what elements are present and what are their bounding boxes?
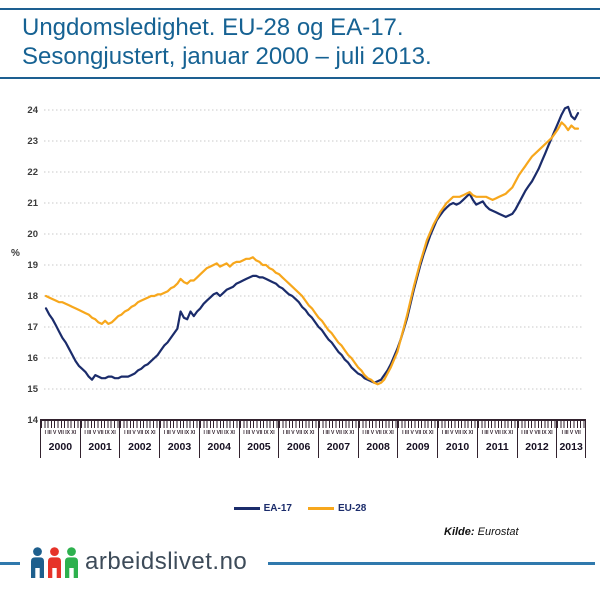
y-axis-label-19: 19: [27, 260, 38, 271]
legend-swatch: [308, 507, 334, 510]
x-axis-year-2009: I III V VII IX XI 2009: [397, 421, 438, 458]
y-axis-label-16: 16: [27, 353, 38, 364]
x-axis-year-2010: I III V VII IX XI 2010: [437, 421, 477, 458]
x-axis-year-2013: I III V VII 2013: [556, 421, 585, 458]
month-ticks: [199, 421, 239, 428]
y-axis-label-24: 24: [27, 105, 38, 116]
people-logo-icon: [30, 547, 79, 583]
month-labels: I III V VII IX XI: [163, 430, 196, 436]
y-axis-label-15: 15: [27, 384, 38, 395]
brand-name: arbeidslivet.no: [85, 548, 248, 575]
month-labels: I III V VII IX XI: [203, 430, 235, 436]
month-labels: I III V VII IX XI: [243, 430, 275, 436]
x-axis-year-2002: I III V VII IX XI 2002: [119, 421, 160, 458]
month-ticks: [279, 421, 319, 428]
month-ticks: [358, 421, 398, 428]
month-labels: I III V VII IX XI: [402, 430, 434, 436]
month-labels: I III V VII IX XI: [362, 430, 394, 436]
line-chart: 14 15 16 17 18 19 20 21 22 23 24%: [11, 105, 582, 426]
month-ticks: [477, 421, 517, 428]
year-label: 2012: [525, 441, 549, 453]
x-axis-year-2004: I III V VII IX XI 2004: [198, 421, 239, 458]
year-label: 2000: [48, 441, 73, 453]
x-axis-year-2012: I III V VII IX XI 2012: [516, 421, 557, 458]
y-axis-label-18: 18: [27, 291, 38, 302]
x-axis-year-2000: I III V VII IX XI 2000: [40, 421, 80, 458]
y-axis-label-21: 21: [27, 198, 38, 209]
month-labels: I III V VII: [561, 430, 581, 436]
y-axis-label-20: 20: [27, 229, 38, 240]
x-axis-year-2001: I III V VII IX XI 2001: [79, 421, 120, 458]
month-ticks: [319, 421, 358, 428]
y-axis-label-23: 23: [27, 136, 38, 147]
month-labels: I III V VII IX XI: [322, 430, 355, 436]
month-labels: I III V VII IX XI: [441, 430, 474, 436]
year-label: 2003: [167, 441, 192, 453]
y-axis-label-22: 22: [27, 167, 38, 178]
x-axis-year-2003: I III V VII IX XI 2003: [159, 421, 199, 458]
month-labels: I III V VII IX XI: [44, 430, 77, 436]
month-ticks: [160, 421, 199, 428]
y-axis-label-17: 17: [27, 322, 38, 333]
x-axis-year-2007: I III V VII IX XI 2007: [318, 421, 358, 458]
month-labels: I III V VII IX XI: [124, 430, 156, 436]
year-label: 2011: [485, 441, 509, 453]
month-ticks: [41, 421, 80, 428]
x-axis-year-2011: I III V VII IX XI 2011: [476, 421, 517, 458]
year-label: 2008: [366, 441, 390, 453]
footer-right-line: [268, 562, 595, 565]
legend-item-eu-28: EU-28: [308, 503, 366, 514]
y-axis-label-14: 14: [27, 415, 38, 426]
month-ticks: [557, 421, 585, 428]
y-axis-unit-label: %: [11, 248, 20, 259]
year-label: 2004: [207, 441, 231, 453]
month-ticks: [80, 421, 120, 428]
month-labels: I III V VII IX XI: [521, 430, 553, 436]
month-labels: I III V VII IX XI: [481, 430, 513, 436]
person-blue-icon: [30, 547, 45, 583]
month-ticks: [239, 421, 279, 428]
footer-left-line: [0, 562, 20, 565]
series-line-ea-17: [44, 105, 580, 384]
year-label: 2005: [247, 441, 271, 453]
year-label: 2013: [559, 441, 583, 453]
chart-title-line1: Ungdomsledighet. EU-28 og EA-17.: [22, 14, 404, 41]
source-value: Eurostat: [477, 526, 519, 538]
source-note: Kilde: Eurostat: [444, 526, 519, 538]
month-ticks: [438, 421, 477, 428]
chart-title: Ungdomsledighet. EU-28 og EA-17. Sesongj…: [22, 13, 432, 71]
month-labels: I III V VII IX XI: [282, 430, 315, 436]
year-label: 2001: [88, 441, 112, 453]
source-label: Kilde:: [444, 526, 475, 538]
year-label: 2002: [128, 441, 152, 453]
x-axis-year-2005: I III V VII IX XI 2005: [238, 421, 279, 458]
legend-label: EA-17: [263, 503, 292, 514]
legend-swatch: [233, 507, 260, 510]
legend-label: EU-28: [338, 503, 367, 514]
month-ticks: [398, 421, 438, 428]
person-red-icon: [47, 547, 62, 583]
header-top-rule: [0, 8, 600, 10]
month-labels: I III V VII IX XI: [84, 430, 116, 436]
series-line-eu-28: [44, 121, 580, 386]
chart-title-line2: Sesongjustert, januar 2000 – juli 2013.: [22, 43, 432, 70]
x-axis-ruler: I III V VII IX XI 2000 I III V VII IX XI 20…: [40, 419, 586, 458]
year-label: 2010: [445, 441, 470, 453]
footer-brand-bar: arbeidslivet.no: [0, 545, 600, 587]
header-bottom-rule: [0, 77, 600, 79]
x-axis-year-2008: I III V VII IX XI 2008: [357, 421, 398, 458]
month-ticks: [120, 421, 160, 428]
legend-item-ea-17: EA-17: [233, 503, 292, 514]
x-axis-year-2006: I III V VII IX XI 2006: [278, 421, 319, 458]
year-label: 2006: [286, 441, 311, 453]
year-label: 2007: [326, 441, 351, 453]
month-ticks: [517, 421, 557, 428]
person-green-icon: [64, 547, 79, 583]
chart-legend: EA-17 EU-28: [0, 503, 600, 514]
year-label: 2009: [406, 441, 430, 453]
